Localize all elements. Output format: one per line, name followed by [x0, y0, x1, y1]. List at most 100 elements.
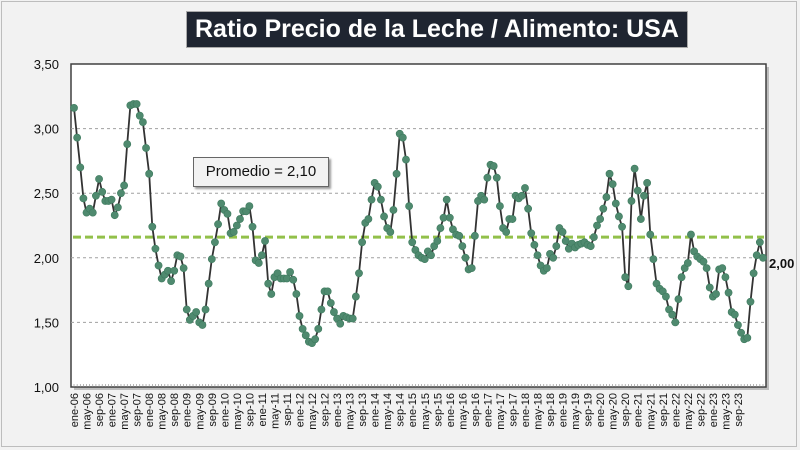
data-point: [373, 182, 382, 191]
data-point: [599, 204, 608, 213]
data-point: [427, 251, 435, 260]
data-point: [254, 259, 263, 267]
data-point: [289, 275, 298, 284]
x-tick-label: ene-10: [219, 393, 231, 427]
x-tick-label: ene-11: [257, 393, 269, 426]
data-point: [402, 155, 410, 164]
x-tick-label: sep-15: [432, 393, 444, 427]
data-point: [95, 175, 103, 183]
x-tick-label: sep-23: [733, 393, 745, 427]
data-point: [292, 290, 301, 298]
y-tick-label: 1,50: [34, 315, 59, 330]
data-point: [92, 191, 100, 200]
data-point: [351, 292, 360, 301]
data-point: [267, 290, 276, 298]
data-point: [76, 163, 85, 172]
x-tick-label: ene-17: [482, 393, 494, 427]
data-point: [737, 328, 745, 337]
x-tick-label: sep-18: [545, 393, 557, 427]
x-tick-label: sep-09: [207, 393, 219, 427]
x-tick-label: ene-19: [558, 393, 570, 427]
x-tick-label: sep-14: [395, 393, 407, 427]
x-tick-label: ene-21: [633, 393, 645, 427]
data-point: [749, 269, 758, 278]
data-point: [633, 186, 642, 195]
data-point: [264, 279, 273, 288]
data-point: [207, 255, 216, 263]
data-point: [730, 310, 739, 319]
x-tick-label: may-20: [608, 393, 620, 430]
x-tick-label: may-19: [570, 393, 582, 430]
data-point: [524, 204, 533, 213]
data-point: [687, 230, 695, 239]
data-point: [705, 283, 714, 292]
data-point: [135, 111, 144, 120]
x-tick-label: may-18: [533, 393, 545, 430]
x-tick-label: ene-18: [520, 393, 532, 427]
x-tick-label: may-07: [119, 393, 131, 430]
x-tick-label: may-16: [457, 393, 469, 430]
data-point: [521, 184, 529, 192]
y-tick-label: 3,00: [34, 122, 59, 137]
data-point: [367, 195, 376, 204]
x-tick-label: sep-12: [320, 393, 332, 427]
x-tick-label: may-23: [720, 393, 732, 430]
data-point: [88, 208, 97, 217]
data-point: [248, 222, 257, 231]
data-point: [436, 224, 445, 232]
x-tick-label: may-06: [82, 393, 94, 430]
x-tick-label: ene-16: [445, 393, 457, 427]
data-point: [558, 228, 567, 236]
data-point: [593, 221, 601, 230]
data-point: [79, 194, 88, 203]
data-point: [724, 288, 733, 297]
x-tick-label: may-08: [157, 393, 169, 430]
x-tick-label: ene-20: [595, 393, 607, 427]
data-point: [615, 212, 623, 221]
data-point: [662, 292, 670, 301]
x-tick-label: may-09: [194, 393, 206, 430]
data-point: [179, 264, 188, 273]
x-tick-label: sep-07: [132, 393, 144, 427]
y-tick-label: 2,50: [34, 186, 59, 201]
x-tick-label: ene-23: [708, 393, 720, 427]
data-point: [640, 191, 648, 200]
data-point: [483, 173, 492, 182]
chart-title: Ratio Precio de la Leche / Alimento: USA: [186, 11, 688, 48]
data-point: [113, 203, 122, 212]
data-point: [258, 251, 266, 260]
data-point: [223, 209, 232, 218]
data-point: [759, 253, 767, 262]
data-point: [420, 255, 429, 263]
data-point: [674, 295, 683, 304]
data-point: [671, 318, 680, 327]
data-point: [380, 212, 388, 221]
data-point: [73, 133, 82, 142]
data-point: [442, 195, 451, 204]
data-point: [138, 118, 147, 127]
data-point: [389, 206, 398, 214]
x-tick-label: may-21: [645, 393, 657, 430]
data-point: [552, 242, 561, 251]
x-tick-label: may-13: [345, 393, 357, 430]
data-point: [229, 228, 238, 236]
data-point: [549, 253, 558, 262]
data-point: [170, 266, 179, 275]
data-point: [311, 335, 320, 344]
data-point: [533, 251, 542, 260]
data-point: [405, 202, 414, 211]
data-point: [182, 305, 191, 314]
data-point: [176, 252, 185, 261]
data-point: [151, 244, 160, 253]
x-tick-label: may-15: [420, 393, 432, 430]
last-value-label: 2,00: [769, 256, 794, 271]
x-tick-label: sep-21: [658, 393, 670, 427]
data-point: [132, 100, 141, 108]
data-point: [377, 195, 385, 204]
x-tick-label: sep-22: [695, 393, 707, 427]
data-point: [204, 279, 213, 288]
data-point: [508, 215, 517, 223]
data-point: [586, 242, 595, 251]
x-tick-label: ene-07: [107, 393, 119, 427]
